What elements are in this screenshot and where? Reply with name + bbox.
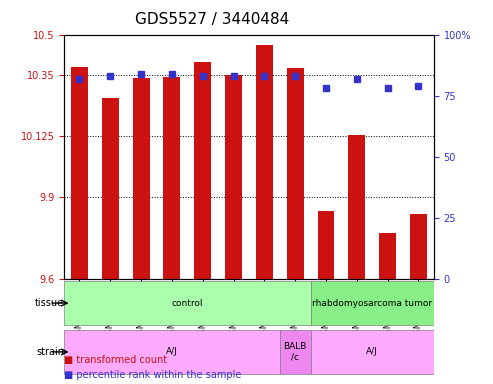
Text: GDS5527 / 3440484: GDS5527 / 3440484: [135, 12, 289, 27]
Text: ■ percentile rank within the sample: ■ percentile rank within the sample: [64, 370, 242, 380]
Bar: [311, 330, 434, 374]
Bar: [64, 281, 311, 325]
Text: rhabdomyosarcoma tumor: rhabdomyosarcoma tumor: [312, 299, 432, 308]
Bar: [410, 214, 427, 279]
Bar: [349, 135, 365, 279]
Text: ■ transformed count: ■ transformed count: [64, 355, 167, 365]
Bar: [133, 78, 149, 279]
Bar: [311, 281, 434, 325]
Bar: [71, 67, 88, 279]
Bar: [287, 68, 304, 279]
Bar: [194, 62, 211, 279]
Bar: [379, 233, 396, 279]
Text: control: control: [172, 299, 203, 308]
Bar: [256, 45, 273, 279]
Text: BALB
/c: BALB /c: [283, 342, 307, 362]
Text: A/J: A/J: [166, 348, 178, 356]
Bar: [225, 75, 242, 279]
Bar: [64, 330, 280, 374]
Text: tissue: tissue: [35, 298, 64, 308]
Text: strain: strain: [36, 347, 64, 357]
Bar: [102, 98, 119, 279]
Bar: [164, 76, 180, 279]
Bar: [280, 330, 311, 374]
Text: A/J: A/J: [366, 348, 378, 356]
Bar: [317, 211, 334, 279]
